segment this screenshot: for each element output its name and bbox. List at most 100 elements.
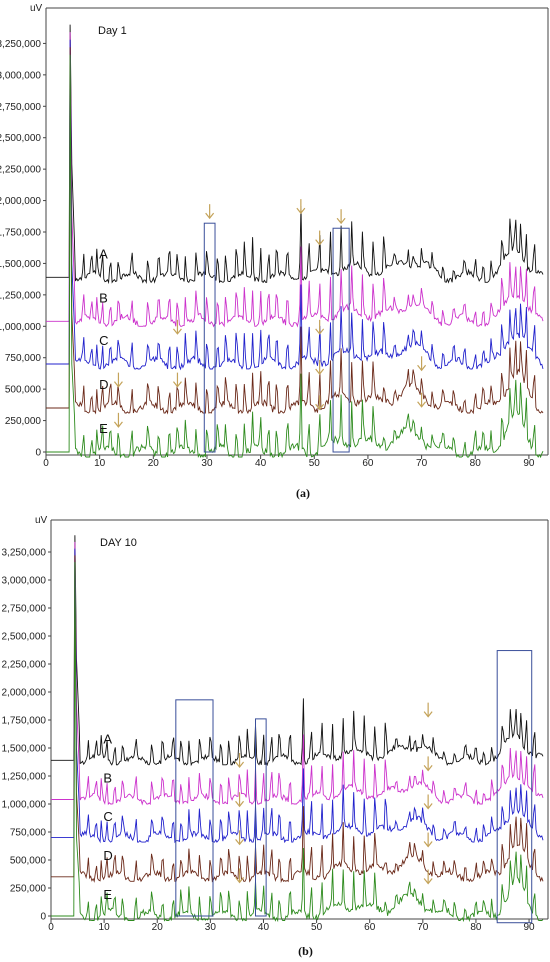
x-tick-label: 80 xyxy=(470,458,482,469)
series-line-D xyxy=(51,555,544,883)
y-tick-label: 750,000 xyxy=(5,353,42,364)
x-tick-label: 10 xyxy=(94,458,106,469)
series-line-E xyxy=(51,562,544,923)
panel-caption: (a) xyxy=(296,486,310,500)
y-tick-label: 1,500,000 xyxy=(2,744,47,755)
x-tick-label: 0 xyxy=(48,922,54,933)
down-arrow-icon xyxy=(235,792,245,808)
y-tick-label: 1,000,000 xyxy=(2,800,47,811)
down-arrow-icon xyxy=(417,392,427,408)
down-arrow-icon xyxy=(417,356,427,372)
down-arrow-icon xyxy=(315,319,325,335)
down-arrow-icon xyxy=(205,204,215,220)
y-tick-label: 3,250,000 xyxy=(2,548,47,559)
down-arrow-icon xyxy=(423,702,433,718)
y-tick-label: 1,750,000 xyxy=(0,228,41,239)
down-arrow-icon xyxy=(423,832,433,848)
y-tick-label: 2,750,000 xyxy=(0,102,41,113)
panel-title: DAY 10 xyxy=(100,537,137,549)
x-tick-label: 10 xyxy=(99,922,111,933)
y-tick-label: 2,000,000 xyxy=(0,196,41,207)
y-tick-label: 250,000 xyxy=(5,416,42,427)
highlight-box xyxy=(332,227,350,453)
y-tick-label: 2,500,000 xyxy=(0,133,41,144)
series-label-A: A xyxy=(103,732,112,747)
series-line-B xyxy=(46,32,544,328)
down-arrow-icon xyxy=(296,199,306,215)
down-arrow-icon xyxy=(423,869,433,885)
x-tick-label: 20 xyxy=(152,922,164,933)
series-line-C xyxy=(46,39,544,371)
series-line-A xyxy=(46,24,544,285)
y-tick-label: 2,250,000 xyxy=(0,165,41,176)
y-tick-label: 3,250,000 xyxy=(0,39,41,50)
y-tick-label: 3,000,000 xyxy=(2,576,47,587)
down-arrow-icon xyxy=(235,830,245,846)
down-arrow-icon xyxy=(315,360,325,376)
x-tick-label: 70 xyxy=(416,458,428,469)
y-unit-label: uV xyxy=(30,3,43,14)
highlight-box xyxy=(203,222,216,453)
y-tick-label: 500,000 xyxy=(5,385,42,396)
down-arrow-icon xyxy=(235,753,245,769)
series-label-C: C xyxy=(103,809,112,824)
y-tick-label: 1,000,000 xyxy=(0,322,41,333)
highlight-box xyxy=(175,699,214,917)
series-line-E xyxy=(46,54,544,459)
x-tick-label: 90 xyxy=(523,458,535,469)
y-tick-label: 2,500,000 xyxy=(2,632,47,643)
panel-title: Day 1 xyxy=(98,25,127,37)
x-tick-label: 30 xyxy=(205,922,217,933)
down-arrow-icon xyxy=(423,756,433,772)
x-tick-label: 30 xyxy=(201,458,213,469)
y-tick-label: 500,000 xyxy=(10,856,47,867)
panel-b: uV 0 250,000 500,000 750,000 1,000,000 1,250,0… xyxy=(2,515,549,958)
y-tick-label: 1,250,000 xyxy=(0,290,41,301)
y-tick-label: 0 xyxy=(40,912,46,923)
down-arrow-icon xyxy=(113,372,123,388)
y-tick-label: 1,750,000 xyxy=(2,716,47,727)
x-tick-label: 50 xyxy=(309,458,321,469)
y-tick-label: 0 xyxy=(35,448,41,459)
x-tick-label: 0 xyxy=(43,458,49,469)
highlight-box xyxy=(255,718,267,917)
y-tick-label: 250,000 xyxy=(10,884,47,895)
series-label-A: A xyxy=(99,246,108,261)
x-tick-label: 90 xyxy=(524,922,536,933)
x-tick-label: 60 xyxy=(362,458,374,469)
y-tick-label: 1,500,000 xyxy=(0,259,41,270)
down-arrow-icon xyxy=(172,319,182,335)
x-tick-label: 60 xyxy=(364,922,376,933)
x-tick-label: 40 xyxy=(255,458,267,469)
y-tick-label: 2,250,000 xyxy=(2,660,47,671)
series-label-E: E xyxy=(103,887,112,902)
series-line-A xyxy=(51,535,544,767)
y-tick-label: 750,000 xyxy=(10,828,47,839)
panel-a: uV 0 250,000 500,000 750,000 1,000,000 1,250,0… xyxy=(0,3,549,500)
y-tick-label: 2,000,000 xyxy=(2,688,47,699)
down-arrow-icon xyxy=(336,209,346,225)
y-tick-label: 3,000,000 xyxy=(0,70,41,81)
x-tick-label: 80 xyxy=(470,922,482,933)
series-line-D xyxy=(46,47,544,415)
series-line-C xyxy=(51,548,544,844)
x-tick-label: 50 xyxy=(311,922,323,933)
series-line-B xyxy=(51,541,544,806)
y-tick-label: 2,750,000 xyxy=(2,604,47,615)
series-label-B: B xyxy=(103,771,112,786)
y-unit-label: uV xyxy=(35,515,48,526)
series-label-D: D xyxy=(103,848,112,863)
x-tick-label: 40 xyxy=(258,922,270,933)
highlight-box xyxy=(496,650,533,924)
down-arrow-icon xyxy=(315,395,325,411)
down-arrow-icon xyxy=(172,372,182,388)
down-arrow-icon xyxy=(113,412,123,428)
series-label-D: D xyxy=(99,377,108,392)
x-tick-label: 70 xyxy=(417,922,429,933)
down-arrow-icon xyxy=(235,868,245,884)
panel-caption: (b) xyxy=(298,944,313,958)
series-label-B: B xyxy=(99,290,108,305)
series-label-E: E xyxy=(99,421,108,436)
series-label-C: C xyxy=(99,333,108,348)
